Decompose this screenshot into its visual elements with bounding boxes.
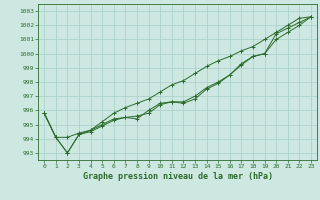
X-axis label: Graphe pression niveau de la mer (hPa): Graphe pression niveau de la mer (hPa) — [83, 172, 273, 181]
